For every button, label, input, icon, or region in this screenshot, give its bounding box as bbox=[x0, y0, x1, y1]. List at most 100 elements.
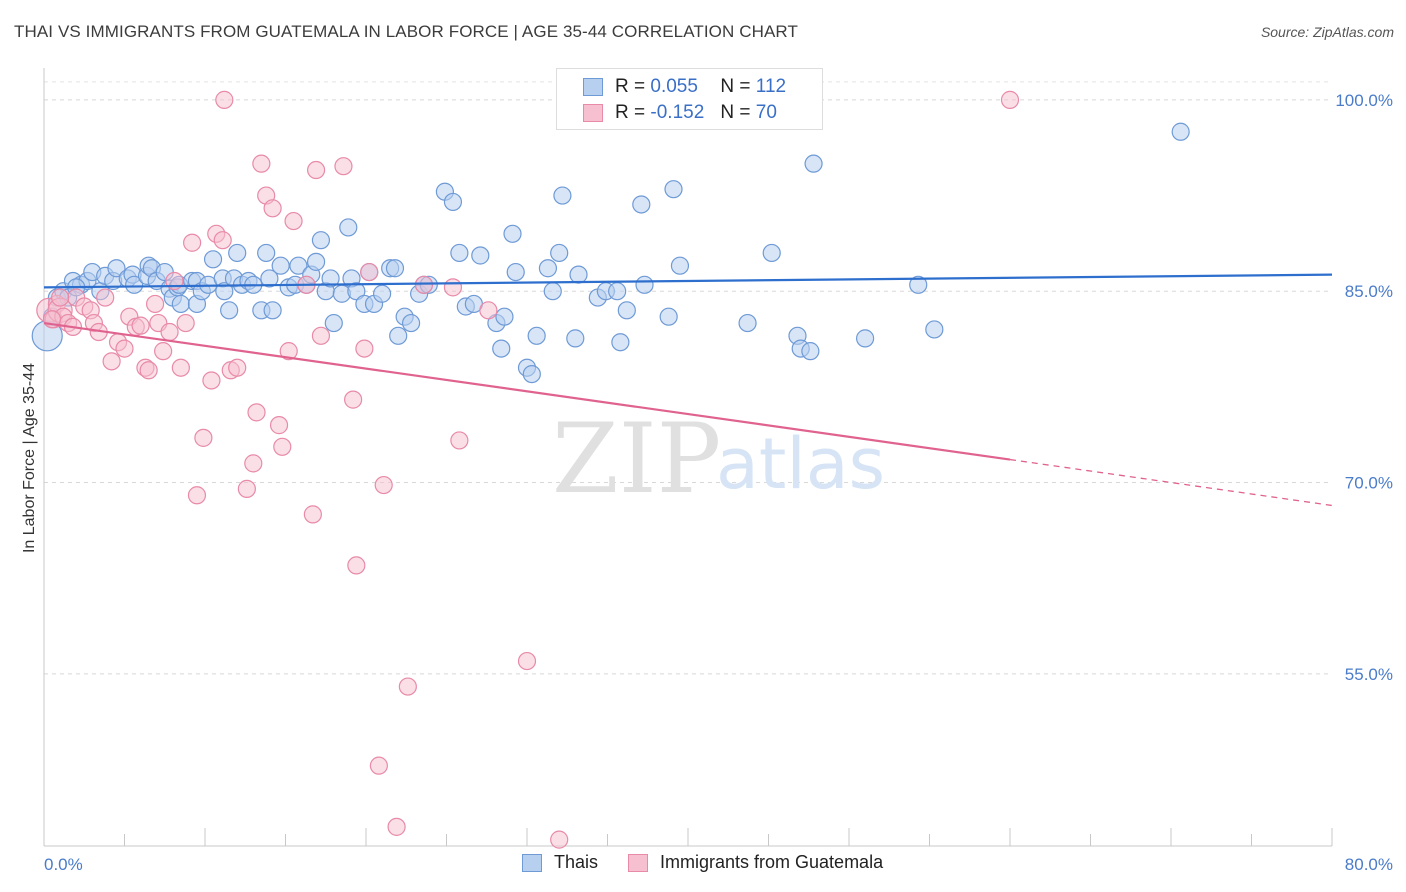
guatemala-point bbox=[187, 486, 207, 505]
guatemala-point bbox=[517, 651, 537, 671]
guatemala-point bbox=[50, 288, 70, 307]
guatemala-points bbox=[36, 90, 1020, 849]
thai-point bbox=[271, 256, 290, 275]
guatemala-r-value: -0.152 bbox=[650, 102, 705, 123]
thai-point bbox=[925, 320, 944, 339]
x-tick-labels: 0.0% 80.0% bbox=[44, 855, 1393, 874]
thai-point bbox=[1171, 122, 1190, 141]
guatemala-point bbox=[171, 358, 190, 377]
thai-point bbox=[471, 246, 490, 265]
thai-point bbox=[492, 339, 511, 358]
legend-row-thai: R = 0.055 N = 112 bbox=[583, 75, 786, 99]
legend-item-guatemala: Immigrants from Guatemala bbox=[628, 852, 883, 873]
guatemala-point bbox=[334, 157, 353, 176]
thai-point bbox=[495, 307, 514, 326]
y-tick-label: 100.0% bbox=[1335, 91, 1393, 110]
guatemala-point bbox=[213, 231, 232, 250]
x-tick-label: 0.0% bbox=[44, 855, 83, 874]
thai-point bbox=[553, 186, 572, 205]
watermark: ZIP atlas bbox=[552, 403, 885, 515]
thai-point bbox=[289, 256, 308, 275]
legend-item-thais: Thais bbox=[522, 852, 598, 873]
guatemala-n-value: 70 bbox=[755, 102, 777, 123]
guatemala-point bbox=[115, 339, 134, 358]
thai-point bbox=[215, 282, 234, 301]
thai-point bbox=[389, 326, 408, 345]
thai-point bbox=[107, 259, 126, 278]
guatemala-point bbox=[237, 479, 256, 498]
stats-legend: R = 0.055 N = 112 R = -0.152 N = 70 bbox=[556, 68, 823, 130]
guatemala-point bbox=[387, 817, 406, 836]
thai-point bbox=[373, 284, 392, 303]
guatemala-point bbox=[443, 278, 463, 297]
guatemala-point bbox=[252, 154, 271, 173]
guatemala-point bbox=[102, 352, 121, 371]
thai-point bbox=[443, 192, 463, 212]
guatemala-point bbox=[273, 437, 292, 456]
thai-point bbox=[260, 269, 279, 288]
thai-point bbox=[125, 275, 144, 294]
guatemala-trend-extrapolation bbox=[1009, 458, 1333, 507]
y-axis-title: In Labor Force | Age 35-44 bbox=[21, 363, 38, 553]
thai-point bbox=[401, 313, 421, 333]
thai-point bbox=[527, 326, 546, 345]
y-tick-label: 70.0% bbox=[1345, 474, 1393, 493]
thai-point bbox=[506, 262, 525, 282]
y-tick-label: 55.0% bbox=[1345, 665, 1393, 684]
thai-point bbox=[801, 342, 820, 361]
guatemala-point bbox=[1000, 90, 1020, 109]
thai-point bbox=[569, 265, 588, 284]
guatemala-point bbox=[269, 416, 289, 435]
legend-row-guatemala: R = -0.152 N = 70 bbox=[583, 101, 777, 125]
guatemala-swatch bbox=[583, 104, 603, 122]
thai-point bbox=[659, 307, 678, 326]
guatemala-point bbox=[284, 211, 303, 231]
guatemala-point bbox=[550, 830, 569, 849]
thai-point bbox=[228, 243, 247, 263]
guatemala-point bbox=[355, 339, 374, 358]
thai-point bbox=[257, 243, 276, 263]
guatemala-point bbox=[306, 160, 326, 180]
guatemala-point bbox=[228, 358, 247, 377]
thai-r-label: R = bbox=[615, 76, 646, 97]
x-ticks bbox=[43, 828, 1333, 846]
guatemala-point bbox=[398, 677, 417, 696]
guatemala-point bbox=[311, 326, 331, 345]
guatemala-legend-label: Immigrants from Guatemala bbox=[660, 852, 884, 872]
guatemala-r-label: R = bbox=[615, 102, 646, 123]
source-credit: Source: ZipAtlas.com bbox=[1260, 24, 1394, 40]
thai-point bbox=[909, 275, 928, 294]
thai-point bbox=[171, 294, 190, 314]
guatemala-point bbox=[160, 322, 179, 342]
thai-point bbox=[385, 259, 405, 278]
watermark-zip: ZIP bbox=[552, 403, 721, 515]
guatemala-point bbox=[479, 301, 498, 320]
guatemala-point bbox=[202, 371, 221, 390]
guatemala-trend-line bbox=[43, 321, 1011, 461]
thai-point bbox=[550, 243, 569, 263]
series-legend: Thais Immigrants from Guatemala bbox=[522, 852, 913, 873]
thais-legend-swatch bbox=[522, 853, 542, 872]
thai-point bbox=[738, 313, 757, 333]
thai-r-value: 0.055 bbox=[650, 76, 698, 97]
trend-lines bbox=[43, 273, 1333, 507]
thai-point bbox=[503, 224, 522, 243]
thai-point bbox=[543, 282, 562, 301]
guatemala-point bbox=[215, 90, 234, 109]
thai-point bbox=[670, 256, 690, 275]
thai-point bbox=[762, 243, 781, 263]
thai-points bbox=[31, 122, 1190, 384]
guatemala-point bbox=[131, 316, 150, 335]
watermark-atlas: atlas bbox=[716, 423, 885, 505]
thai-point bbox=[311, 231, 331, 250]
guatemala-legend-swatch bbox=[628, 853, 649, 872]
thai-point bbox=[611, 333, 630, 352]
guatemala-point bbox=[279, 342, 298, 361]
guatemala-point bbox=[344, 390, 363, 409]
x-tick-label: 80.0% bbox=[1345, 855, 1393, 874]
thai-point bbox=[321, 269, 340, 288]
y-tick-labels: 100.0% 85.0% 70.0% 55.0% bbox=[1335, 91, 1393, 684]
thai-point bbox=[324, 313, 343, 333]
guatemala-point bbox=[194, 428, 213, 447]
thai-n-label: N = bbox=[720, 76, 751, 97]
